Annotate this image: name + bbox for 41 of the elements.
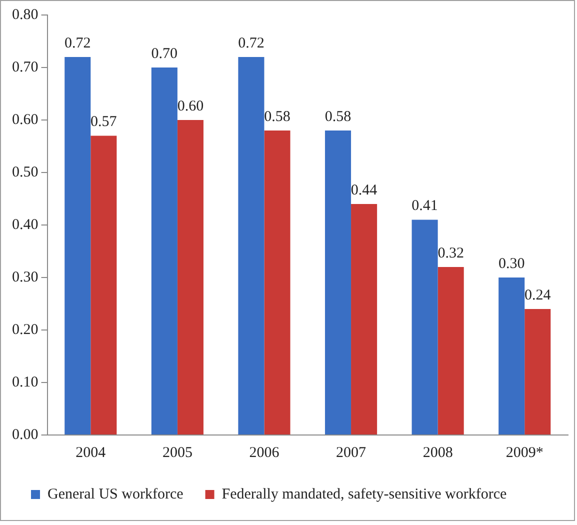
y-tick-label: 0.80	[12, 6, 38, 23]
x-tick-label: 2006	[249, 444, 280, 461]
data-label: 0.30	[498, 256, 525, 272]
bar	[64, 57, 91, 434]
y-tick-label: 0.60	[12, 112, 38, 128]
data-label: 0.24	[524, 287, 552, 304]
data-label: 0.60	[177, 98, 204, 114]
y-tick-label: 0.70	[12, 59, 38, 76]
data-label: 0.70	[151, 46, 178, 62]
data-label: 0.58	[264, 108, 290, 125]
data-label: 0.44	[350, 182, 378, 198]
x-tick-label: 2007	[336, 444, 367, 461]
x-tick-label: 2005	[162, 444, 192, 461]
bar	[524, 309, 551, 434]
bar	[498, 278, 525, 434]
x-tick-label: 2008	[422, 444, 453, 461]
y-tick-label: 0.10	[12, 374, 38, 390]
legend-label: General US workforce	[48, 486, 184, 502]
y-tick-label: 0.50	[12, 164, 38, 180]
bar	[324, 130, 352, 434]
bar	[351, 204, 378, 434]
x-tick-label: 2004	[76, 444, 106, 461]
bar	[264, 130, 290, 434]
data-label: 0.41	[412, 198, 438, 214]
bar	[177, 120, 204, 434]
x-tick-label: 2009*	[506, 444, 544, 461]
data-label: 0.72	[64, 35, 91, 52]
bar	[238, 57, 264, 434]
y-tick-label: 0.00	[12, 426, 38, 443]
data-label: 0.72	[238, 35, 264, 52]
bar	[438, 267, 464, 434]
bar	[412, 220, 438, 434]
data-label: 0.32	[438, 245, 464, 262]
bar	[90, 136, 117, 434]
legend-label: Federally mandated, safety-sensitive workforce	[222, 486, 508, 502]
data-label: 0.58	[324, 108, 352, 125]
y-tick-label: 0.40	[12, 216, 38, 233]
bar	[151, 68, 178, 434]
y-tick-label: 0.30	[12, 269, 38, 286]
y-tick-label: 0.20	[12, 322, 38, 338]
data-label: 0.57	[90, 114, 118, 130]
